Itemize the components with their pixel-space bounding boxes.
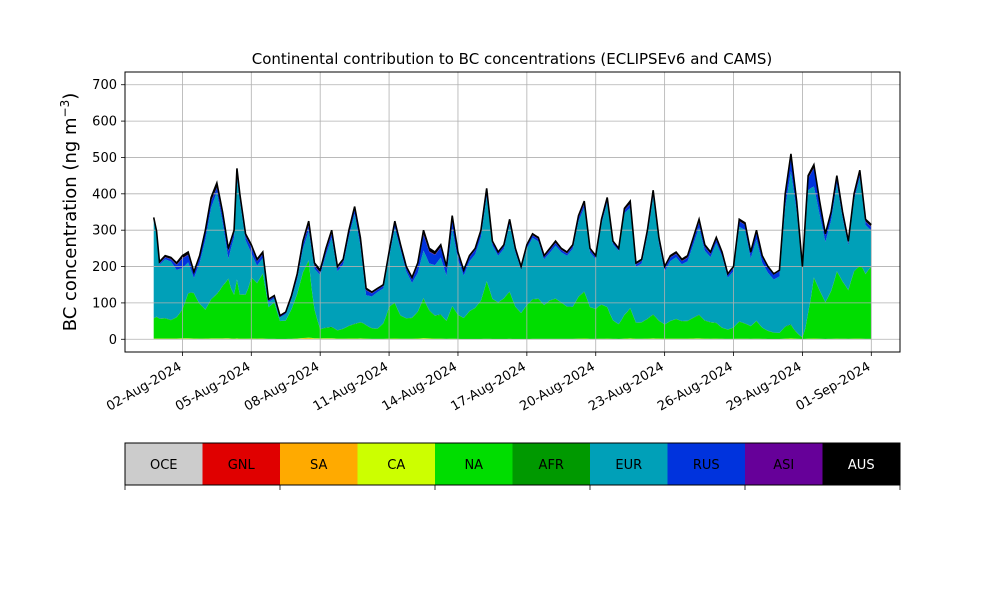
legend-label-oce: OCE — [150, 458, 178, 473]
legend-swatch-sa — [280, 443, 358, 485]
legend-swatch-aus — [822, 443, 900, 485]
legend-label-eur: EUR — [615, 458, 642, 473]
legend-frame — [124, 442, 901, 486]
legend-swatch-eur — [590, 443, 668, 485]
legend: OCE GNL SA CA NA AFR EUR RUS ASI AUS — [124, 442, 901, 490]
legend-label-gnl: GNL — [228, 458, 256, 473]
y-tick-label: 0 — [109, 333, 117, 348]
y-tick-label: 300 — [92, 224, 117, 239]
legend-label-rus: RUS — [693, 458, 720, 473]
legend-swatch-oce — [125, 443, 203, 485]
total-line — [152, 153, 872, 317]
y-tick-label: 200 — [92, 260, 117, 275]
y-tick-label: 600 — [92, 115, 117, 130]
total-line-group — [152, 153, 872, 317]
plot-frame — [124, 71, 901, 353]
y-axis-label-exponent: −3 — [58, 100, 72, 118]
y-axis-label-text: BC concentration (ng m — [60, 117, 81, 331]
area-na — [153, 261, 872, 340]
legend-label-aus: AUS — [848, 458, 875, 473]
legend-swatch-afr — [512, 443, 590, 485]
chart-title: Continental contribution to BC concentra… — [252, 50, 773, 68]
y-tick-label: 100 — [92, 296, 117, 311]
y-axis-label-close: ) — [60, 93, 81, 100]
y-tick-label: 500 — [92, 151, 117, 166]
legend-label-ca: CA — [387, 458, 405, 473]
legend-label-sa: SA — [310, 458, 327, 473]
legend-swatch-gnl — [202, 443, 280, 485]
area-ca — [153, 337, 872, 340]
y-tick-label: 700 — [92, 78, 117, 93]
area-eur — [153, 171, 872, 338]
legend-swatch-na — [435, 443, 513, 485]
legend-swatch-rus — [667, 443, 745, 485]
legend-label-afr: AFR — [539, 458, 564, 473]
y-axis-label: BC concentration (ng m−3) — [58, 93, 81, 332]
legend-label-asi: ASI — [773, 458, 794, 473]
legend-label-na: NA — [464, 458, 483, 473]
y-axis: 0 100 200 300 400 500 600 700 — [92, 78, 125, 348]
legend-swatch-asi — [745, 443, 823, 485]
y-tick-label: 400 — [92, 187, 117, 202]
legend-swatch-ca — [357, 443, 435, 485]
grid-lines — [125, 72, 900, 352]
